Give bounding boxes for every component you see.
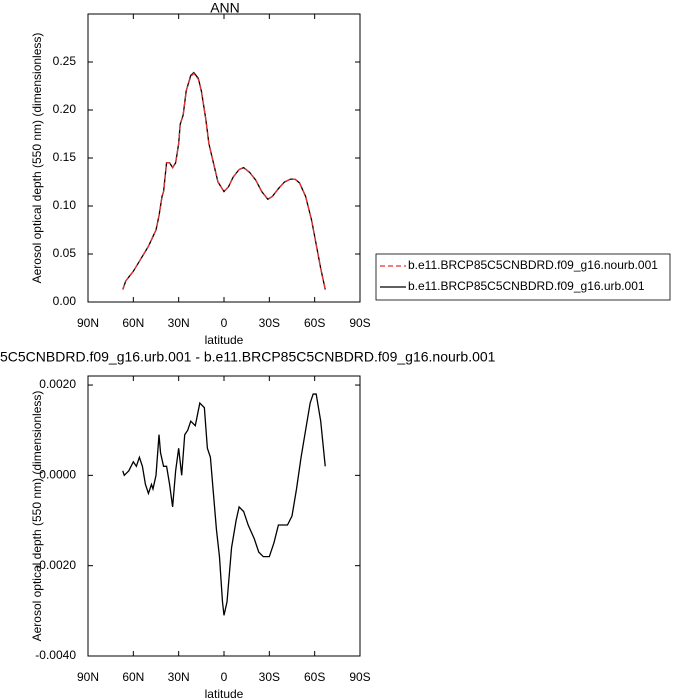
x-tick-label: 60S [304,316,325,330]
x-tick-label: 30N [168,316,190,330]
x-tick-label: 90S [349,670,370,684]
y-tick-label: -0.0040 [35,648,76,662]
y-tick-label: 0.15 [53,150,77,164]
x-tick-label: 30S [259,316,280,330]
x-tick-label: 60N [122,316,144,330]
y-tick-label: 0.05 [53,246,77,260]
data-line [122,71,326,290]
y-tick-label: -0.0020 [35,558,76,572]
x-tick-label: 90N [77,670,99,684]
data-line [122,393,326,616]
chart-title: ANN [210,0,240,16]
y-tick-label: 0.0020 [39,377,76,391]
legend-label: b.e11.BRCP85C5CNBDRD.f09_g16.urb.001 [408,279,645,293]
x-axis-label: latitude [205,687,244,700]
x-tick-label: 60S [304,670,325,684]
y-axis-label: Aerosol optical depth (550 nm) (dimensio… [30,33,44,284]
x-tick-label: 60N [122,670,144,684]
y-tick-label: 0.0000 [39,468,76,482]
x-tick-label: 90N [77,316,99,330]
x-axis-label: latitude [205,333,244,347]
y-tick-label: 0.00 [53,294,77,308]
y-tick-label: 0.10 [53,198,77,212]
y-axis-label: Aerosol optical depth (550 nm) (dimensio… [30,391,44,642]
data-line [122,72,326,290]
legend-frame [375,253,671,301]
y-tick-label: 0.20 [53,102,77,116]
x-tick-label: 30N [168,670,190,684]
y-tick-label: 0.25 [53,54,77,68]
legend: b.e11.BRCP85C5CNBDRD.f09_g16.nourb.001 b.… [375,253,671,301]
chart-title: 5C5CNBDRD.f09_g16.urb.001 - b.e11.BRCP85… [0,349,496,365]
x-tick-label: 90S [349,316,370,330]
legend-label: b.e11.BRCP85C5CNBDRD.f09_g16.nourb.001 [408,258,658,272]
x-tick-label: 0 [221,670,228,684]
x-tick-label: 30S [259,670,280,684]
x-tick-label: 0 [221,316,228,330]
